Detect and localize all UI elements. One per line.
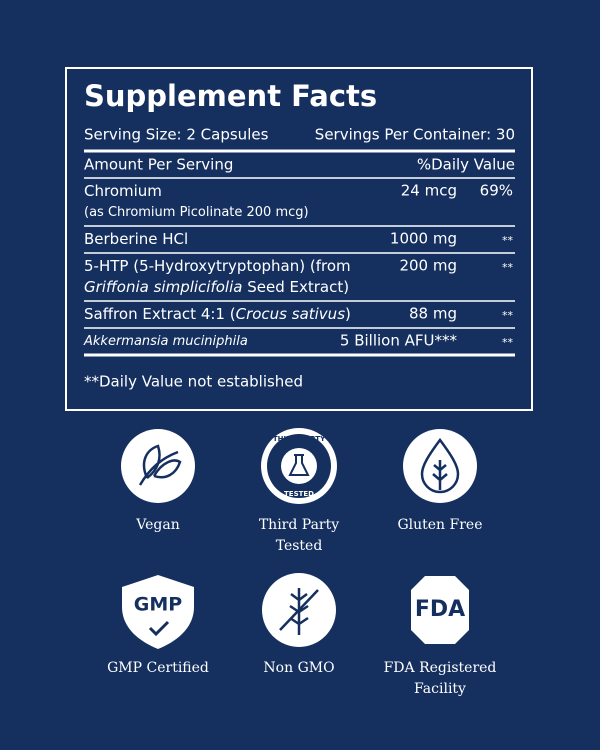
amount: 200 mg [399, 257, 457, 275]
ingredient-text: Seed Extract) [242, 278, 349, 296]
daily-value: 69% [480, 182, 513, 200]
icon-text: THIRD-PARTY [273, 435, 326, 443]
ingredient-name: Saffron Extract 4:1 (Crocus sativus) [84, 305, 351, 323]
ingredient-name: 5-HTP (5-Hydroxytryptophan) (from [84, 257, 351, 275]
badge-label: Non GMO [263, 660, 334, 676]
third-party-icon [261, 428, 337, 504]
badge-label: Vegan [135, 517, 179, 533]
fda-icon [411, 576, 469, 644]
ingredient-text: Berberine HCl [84, 230, 188, 248]
badge-label: Third Party [259, 517, 339, 533]
ingredient-name: Berberine HCl [84, 230, 188, 248]
ingredient-name: Griffonia simplicifolia Seed Extract) [84, 278, 349, 296]
badge-label: Facility [414, 681, 466, 697]
ingredient-text: Saffron Extract 4:1 ( [84, 305, 236, 323]
badge-label: Tested [276, 538, 323, 554]
daily-value: ** [502, 336, 514, 349]
badge-label: Gluten Free [397, 517, 482, 533]
ingredient-text: 5-HTP (5-Hydroxytryptophan) (from [84, 257, 351, 275]
ingredient-text: ) [345, 305, 351, 323]
amount: 5 Billion AFU*** [340, 332, 458, 350]
facts-box [65, 67, 533, 411]
icon-text: FDA [415, 597, 465, 622]
amount: 1000 mg [390, 230, 457, 248]
footnote: **Daily Value not established [84, 373, 303, 391]
daily-value: ** [502, 261, 514, 274]
amount: 24 mcg [401, 182, 457, 200]
icon-text: TESTED [284, 490, 314, 498]
gluten-free-icon [403, 429, 477, 503]
icon-text: GMP [134, 594, 183, 616]
vegan-icon [121, 429, 195, 503]
facts-title: Supplement Facts [84, 79, 377, 113]
daily-value: ** [502, 234, 514, 247]
gmp-icon [122, 575, 194, 649]
badge-label: FDA Registered [384, 660, 497, 676]
ingredient-text: Crocus sativus [236, 305, 346, 323]
ingredient-name: Chromium [84, 182, 162, 200]
badge-label: GMP Certified [107, 660, 209, 676]
daily-value: ** [502, 309, 514, 322]
ingredient-name: Akkermansia muciniphila [83, 334, 248, 349]
amount: 88 mg [409, 305, 457, 323]
ingredient-text: Akkermansia muciniphila [83, 334, 248, 349]
non-gmo-icon [262, 573, 336, 647]
dv-header: %Daily Value [417, 156, 515, 174]
ingredient-name: (as Chromium Picolinate 200 mcg) [84, 205, 309, 220]
ingredient-text: Griffonia simplicifolia [84, 278, 242, 296]
amount-header: Amount Per Serving [84, 156, 233, 174]
ingredient-text: Chromium [84, 182, 162, 200]
serving-size: Serving Size: 2 Capsules [84, 126, 269, 144]
ingredient-text: (as Chromium Picolinate 200 mcg) [84, 205, 309, 220]
servings-per-container: Servings Per Container: 30 [315, 126, 515, 144]
